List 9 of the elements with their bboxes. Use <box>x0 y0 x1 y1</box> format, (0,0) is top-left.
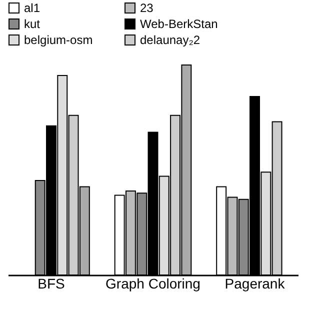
x-tick-label: BFS <box>38 276 65 292</box>
x-tick-label: Graph Coloring <box>106 276 200 292</box>
x-tick-label: Pagerank <box>224 276 286 292</box>
legend-label: kut <box>24 17 41 31</box>
legend-label: belgium-osm <box>24 33 93 47</box>
legend-label: Web-BerkStan <box>140 17 218 31</box>
legend-label: al1 <box>24 1 40 15</box>
legend-label: delaunay₂2 <box>140 33 200 47</box>
legend-label: 23 <box>140 1 154 15</box>
